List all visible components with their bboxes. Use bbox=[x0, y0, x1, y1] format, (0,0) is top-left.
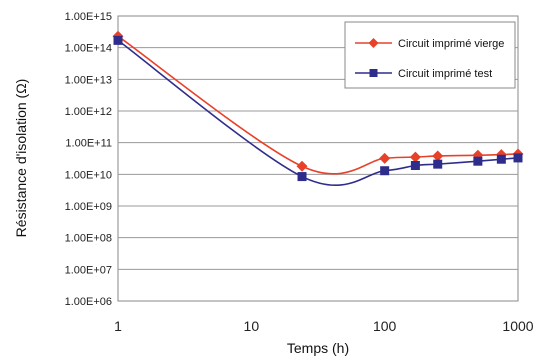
y-tick-label: 1.00E+12 bbox=[65, 106, 112, 118]
x-tick-label: 1 bbox=[114, 318, 122, 334]
y-tick-label: 1.00E+10 bbox=[65, 169, 112, 181]
legend-marker-test bbox=[369, 69, 378, 77]
data-point-square bbox=[410, 161, 420, 171]
data-point-square bbox=[496, 154, 506, 164]
y-tick-label: 1.00E+07 bbox=[65, 264, 112, 276]
data-point-square bbox=[297, 172, 307, 182]
y-tick-label: 1.00E+14 bbox=[65, 43, 112, 55]
x-tick-label: 1000 bbox=[502, 318, 533, 334]
legend-label-vierge: Circuit imprimé vierge bbox=[398, 38, 504, 50]
legend-label-test: Circuit imprimé test bbox=[398, 68, 492, 80]
data-point-diamond bbox=[432, 150, 444, 162]
data-point-diamond bbox=[296, 160, 308, 172]
data-point-square bbox=[433, 159, 443, 169]
data-point-diamond bbox=[379, 152, 391, 164]
x-tick-labels: 1 10 100 1000 bbox=[114, 318, 534, 334]
x-axis-label: Temps (h) bbox=[287, 340, 349, 356]
legend: Circuit imprimé vierge Circuit imprimé t… bbox=[344, 21, 516, 89]
data-point-square bbox=[513, 153, 523, 163]
legend-marker-vierge bbox=[368, 38, 379, 48]
y-tick-label: 1.00E+11 bbox=[65, 138, 112, 150]
y-tick-label: 1.00E+15 bbox=[65, 11, 112, 23]
y-tick-label: 1.00E+06 bbox=[65, 296, 112, 308]
y-tick-labels: 1.00E+06 1.00E+07 1.00E+08 1.00E+09 1.00E+10… bbox=[65, 11, 112, 308]
x-tick-label: 10 bbox=[244, 318, 260, 334]
y-axis-label: Résistance d'isolation (Ω) bbox=[13, 79, 29, 238]
y-tick-label: 1.00E+09 bbox=[65, 201, 112, 213]
data-point-diamond bbox=[409, 151, 421, 163]
data-point-square bbox=[473, 156, 483, 166]
data-series bbox=[112, 30, 524, 187]
data-point-square bbox=[380, 166, 390, 176]
y-tick-label: 1.00E+08 bbox=[65, 233, 112, 245]
y-tick-label: 1.00E+13 bbox=[65, 74, 112, 86]
data-point-square bbox=[113, 35, 123, 45]
x-tick-label: 100 bbox=[373, 318, 397, 334]
